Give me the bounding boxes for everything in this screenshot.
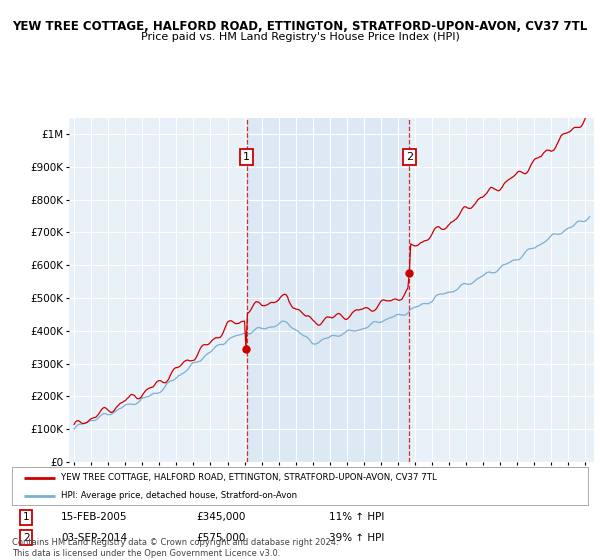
Text: 1: 1	[243, 152, 250, 162]
Text: YEW TREE COTTAGE, HALFORD ROAD, ETTINGTON, STRATFORD-UPON-AVON, CV37 7TL: YEW TREE COTTAGE, HALFORD ROAD, ETTINGTO…	[13, 20, 587, 32]
Text: £345,000: £345,000	[196, 512, 245, 522]
Text: HPI: Average price, detached house, Stratford-on-Avon: HPI: Average price, detached house, Stra…	[61, 491, 297, 500]
Text: £575,000: £575,000	[196, 533, 245, 543]
Text: 11% ↑ HPI: 11% ↑ HPI	[329, 512, 384, 522]
Text: Price paid vs. HM Land Registry's House Price Index (HPI): Price paid vs. HM Land Registry's House …	[140, 32, 460, 43]
Text: 03-SEP-2014: 03-SEP-2014	[61, 533, 127, 543]
Text: 1: 1	[23, 512, 30, 522]
Text: Contains HM Land Registry data © Crown copyright and database right 2024.
This d: Contains HM Land Registry data © Crown c…	[12, 538, 338, 558]
Bar	[247, 118, 409, 462]
Text: 2: 2	[406, 152, 413, 162]
Text: 2: 2	[23, 533, 30, 543]
Text: YEW TREE COTTAGE, HALFORD ROAD, ETTINGTON, STRATFORD-UPON-AVON, CV37 7TL: YEW TREE COTTAGE, HALFORD ROAD, ETTINGTO…	[61, 473, 437, 482]
Text: 15-FEB-2005: 15-FEB-2005	[61, 512, 127, 522]
Text: 39% ↑ HPI: 39% ↑ HPI	[329, 533, 384, 543]
